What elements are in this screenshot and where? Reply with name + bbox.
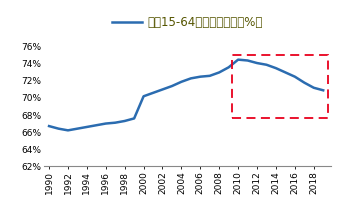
Legend: 中国15-64周岁人口比例（%）: 中国15-64周岁人口比例（%） — [112, 16, 263, 29]
Bar — [232, 55, 328, 118]
